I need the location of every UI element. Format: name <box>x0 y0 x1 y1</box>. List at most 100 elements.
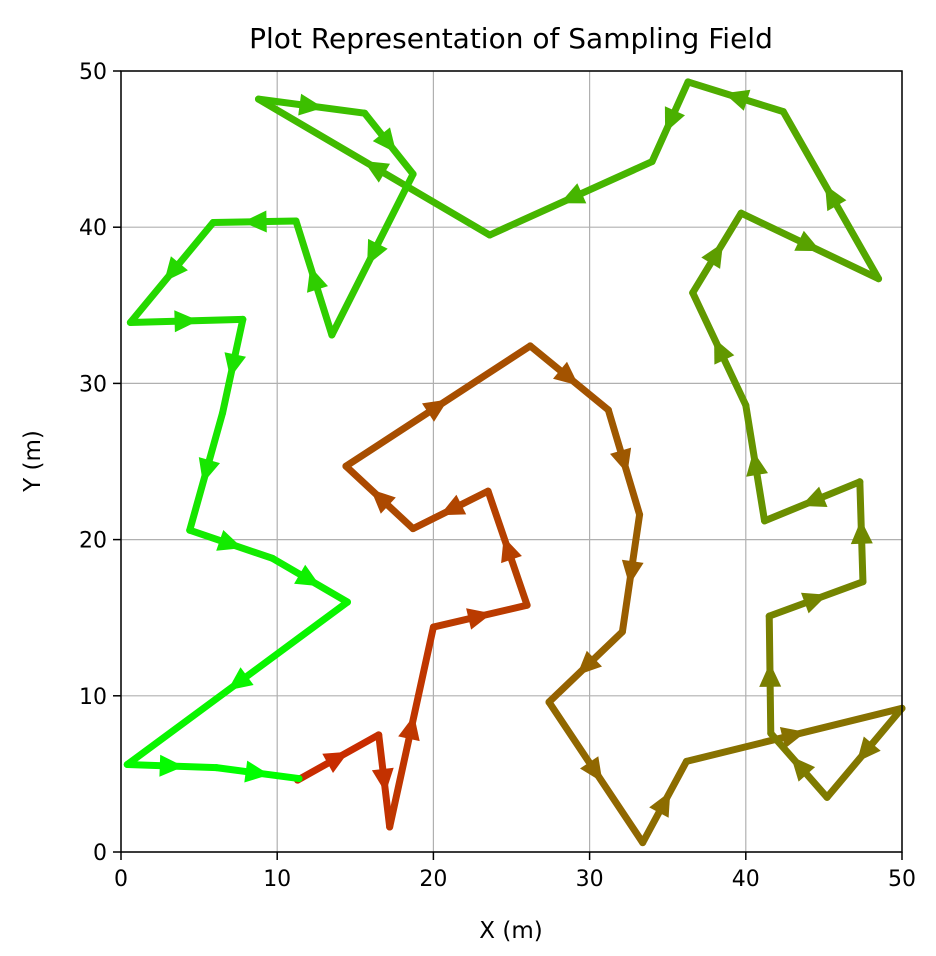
path-segment <box>342 462 417 533</box>
path-segment <box>648 78 692 166</box>
direction-arrowhead <box>422 399 449 422</box>
direction-arrowhead <box>244 760 270 783</box>
path-segment <box>386 623 437 831</box>
path-segment <box>219 315 247 417</box>
path-segment <box>759 612 782 737</box>
direction-arrowhead <box>649 791 671 818</box>
x-tick-label: 30 <box>576 867 604 892</box>
path-segment <box>126 310 247 333</box>
path-segment <box>737 209 883 283</box>
direction-arrowhead <box>363 161 390 183</box>
x-tick-label: 0 <box>114 867 128 892</box>
path-segment <box>361 109 417 178</box>
direction-arrowhead <box>714 338 735 365</box>
path-segment <box>604 406 644 519</box>
direction-arrowhead <box>372 127 397 153</box>
path-segment <box>684 78 787 116</box>
chart-title: Plot Representation of Sampling Field <box>249 22 773 55</box>
direction-arrowhead <box>779 727 806 749</box>
plot-frame <box>120 70 903 853</box>
direction-arrowhead <box>850 519 873 545</box>
x-axis-ticks: 0 10 20 30 40 50 <box>114 852 916 892</box>
path-segments <box>123 78 906 847</box>
direction-arrowhead <box>198 457 220 484</box>
x-tick-label: 50 <box>888 867 916 892</box>
direction-arrowhead <box>856 736 881 762</box>
path-segment <box>186 409 227 534</box>
direction-arrowhead <box>370 489 396 514</box>
path-segment <box>742 401 769 525</box>
path-segment <box>342 342 534 470</box>
direction-arrowhead <box>794 230 821 252</box>
direction-arrowhead <box>559 183 587 204</box>
path-segment <box>682 704 906 765</box>
path-segment <box>126 219 217 326</box>
direction-arrowhead <box>759 662 782 687</box>
path-segment <box>409 487 492 533</box>
direction-arrowhead <box>746 451 768 477</box>
direction-arrowhead <box>801 486 828 507</box>
path-segment <box>484 487 531 609</box>
path-segment <box>765 578 867 620</box>
path-segment <box>486 158 656 239</box>
path-segment <box>186 526 277 562</box>
path-segment <box>850 478 873 586</box>
direction-arrowhead <box>398 715 420 742</box>
direction-arrowhead <box>224 352 246 378</box>
direction-arrowhead <box>164 256 188 282</box>
path-segment <box>123 754 220 777</box>
direction-arrowhead <box>294 564 321 587</box>
direction-arrowhead <box>701 242 724 269</box>
direction-arrowhead <box>553 361 579 386</box>
direction-arrowhead <box>664 106 685 133</box>
direction-arrowhead <box>724 89 751 111</box>
path-segment <box>254 95 494 239</box>
y-axis-ticks: 0 10 20 30 40 50 <box>79 60 121 866</box>
x-tick-label: 40 <box>732 867 760 892</box>
direction-arrowhead <box>298 93 324 116</box>
direction-arrowhead <box>367 238 388 266</box>
direction-arrowhead <box>791 756 816 782</box>
direction-arrowhead <box>801 592 828 614</box>
direction-arrowhead <box>216 530 243 551</box>
y-tick-label: 10 <box>79 685 107 710</box>
path-segment <box>618 511 644 636</box>
path-segment <box>545 628 626 706</box>
x-tick-label: 10 <box>263 867 291 892</box>
path-segment <box>294 731 383 784</box>
y-tick-label: 50 <box>79 60 107 85</box>
direction-arrowhead <box>577 650 602 676</box>
y-tick-label: 0 <box>93 841 107 866</box>
path-segment <box>823 704 906 801</box>
x-axis-label: X (m) <box>479 918 542 944</box>
direction-arrowhead <box>610 447 632 474</box>
path-segment <box>526 342 612 414</box>
path-segment <box>639 757 690 847</box>
direction-arrowhead <box>580 756 603 783</box>
path-segment <box>761 478 864 525</box>
y-tick-label: 30 <box>79 372 107 397</box>
x-tick-label: 20 <box>419 867 447 892</box>
path-segment <box>767 729 831 801</box>
path-segment <box>328 170 417 339</box>
path-segment <box>209 210 300 233</box>
path-segment <box>123 598 351 769</box>
path-segment <box>371 731 394 831</box>
direction-arrowhead <box>439 494 467 516</box>
direction-arrowhead <box>621 559 644 586</box>
direction-arrowhead <box>227 667 254 691</box>
path-segment <box>292 217 336 339</box>
direction-arrowhead <box>322 751 349 773</box>
path-segment <box>269 554 351 606</box>
path-segment <box>689 289 750 409</box>
path-segment <box>212 760 303 783</box>
y-axis-label: Y (m) <box>20 430 46 493</box>
path-segment <box>429 601 531 631</box>
direction-arrowhead <box>501 536 522 564</box>
direction-arrowhead <box>174 310 199 333</box>
path-segment <box>254 93 369 117</box>
path-segment <box>779 108 883 283</box>
y-tick-label: 20 <box>79 529 107 554</box>
